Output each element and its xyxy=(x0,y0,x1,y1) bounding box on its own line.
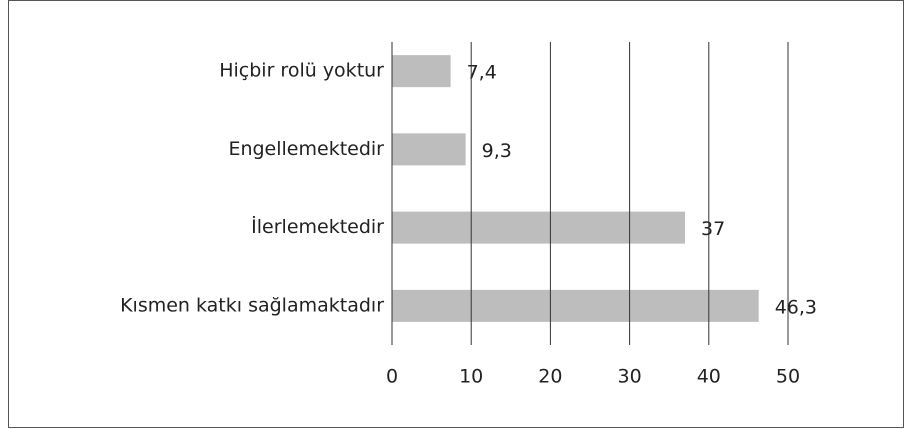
frame xyxy=(8,0,904,428)
x-tick-label: 30 xyxy=(618,366,642,388)
bar xyxy=(392,211,686,244)
x-tick-label: 10 xyxy=(459,366,483,388)
value-label: 46,3 xyxy=(775,296,817,318)
x-tick-label: 40 xyxy=(697,366,721,388)
value-label: 7,4 xyxy=(467,62,497,84)
category-label: Engellemektedir xyxy=(228,138,384,160)
category-label: İlerlemektedir xyxy=(251,215,384,238)
x-tick-label: 50 xyxy=(776,366,800,388)
value-label: 37 xyxy=(701,218,725,240)
category-label: Hiçbir rolü yoktur xyxy=(219,60,384,82)
bar xyxy=(392,55,451,88)
x-tick-label: 0 xyxy=(386,366,398,388)
x-tick-label: 20 xyxy=(538,366,562,388)
bar xyxy=(392,133,466,166)
value-label: 9,3 xyxy=(482,140,512,162)
bar xyxy=(392,289,759,322)
category-label: Kısmen katkı sağlamaktadır xyxy=(120,294,384,316)
